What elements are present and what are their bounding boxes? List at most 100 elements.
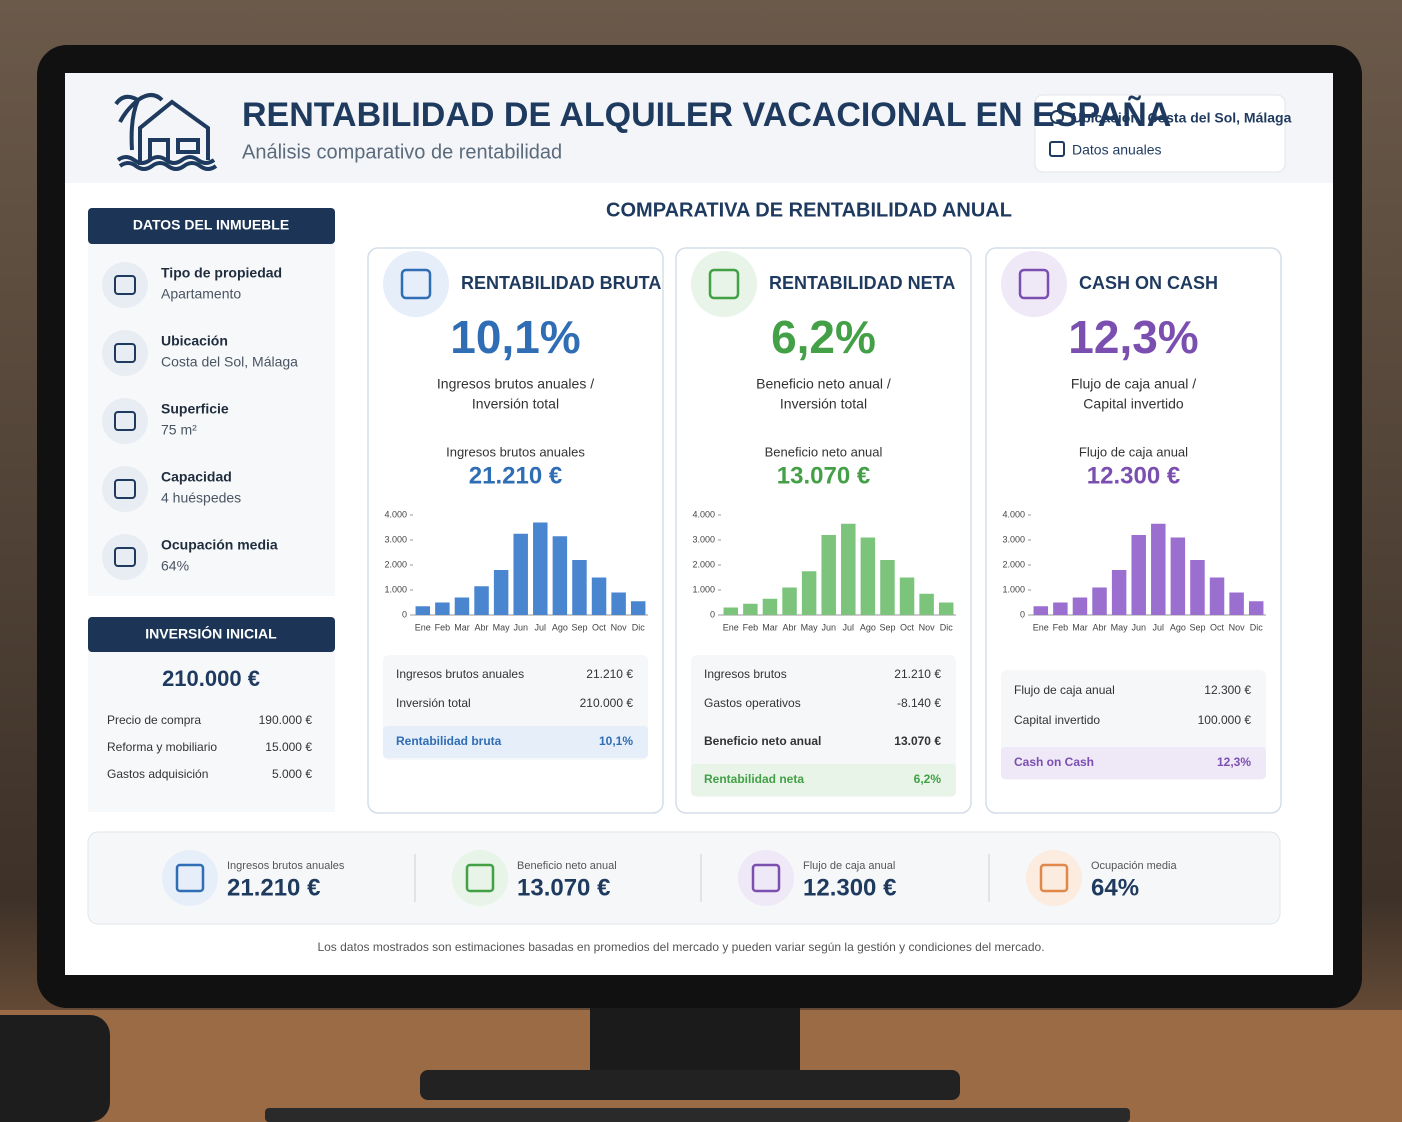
card-value: 10,1% (450, 311, 580, 363)
subtitle: Análisis comparativo de rentabilidad (242, 141, 562, 163)
card-glyph (708, 268, 740, 300)
card-title: RENTABILIDAD BRUTA (461, 273, 661, 293)
investment-label: Gastos adquisición (107, 767, 208, 781)
property-value: Apartamento (161, 286, 241, 302)
bar (880, 560, 895, 615)
card-row-value: 13.070 € (894, 734, 941, 748)
bar (919, 593, 934, 615)
card-table (691, 655, 956, 797)
bar (723, 607, 739, 615)
card-row-label: Flujo de caja anual (1014, 683, 1115, 697)
card-row-label: Gastos operativos (704, 696, 801, 710)
property-icon (102, 330, 148, 376)
property-icon (102, 262, 148, 308)
card-formula: Inversión total (780, 396, 867, 412)
property-label: Superficie (161, 401, 229, 417)
bar (1053, 602, 1068, 615)
bar (552, 536, 568, 615)
investment-header (88, 617, 335, 652)
monitor-neck (590, 1000, 800, 1080)
card-title: CASH ON CASH (1079, 273, 1218, 293)
bar (493, 570, 509, 615)
bar (1151, 523, 1166, 615)
property-glyph (114, 547, 136, 567)
card-row-value: 21.210 € (894, 667, 941, 681)
summary-bar (87, 831, 1281, 925)
y-tick-label: 0 (1020, 609, 1025, 619)
card-row-label: Ingresos brutos (704, 667, 787, 681)
x-tick-label: Jul (843, 622, 855, 632)
investment-value: 5.000 € (272, 767, 312, 781)
summary-icon (738, 850, 794, 906)
bar (1131, 535, 1146, 615)
card-row-value: 100.000 € (1198, 713, 1252, 727)
card-formula: Beneficio neto anual / (756, 376, 891, 392)
y-tick-label: 2.000 (1002, 559, 1025, 569)
x-tick-label: Sep (1189, 622, 1205, 632)
investment-panel (88, 652, 335, 812)
investment-value: 15.000 € (265, 740, 312, 754)
card-glyph (400, 268, 432, 300)
pin-icon (1050, 110, 1064, 124)
card-row-value: 21.210 € (586, 667, 633, 681)
card-row-label: Ingresos brutos anuales (396, 667, 524, 681)
card-formula: Flujo de caja anual / (1071, 376, 1196, 392)
x-tick-label: Oct (1210, 622, 1225, 632)
keyboard (265, 1108, 1130, 1122)
property-label: Tipo de propiedad (161, 265, 282, 281)
card-result-value: 10,1% (599, 734, 633, 748)
bar (591, 577, 607, 615)
property-icon (102, 398, 148, 444)
x-tick-label: May (493, 622, 511, 632)
bar (801, 571, 817, 615)
card-result-bg (691, 764, 956, 796)
y-tick-label: 0 (710, 609, 715, 619)
bar (1229, 592, 1244, 615)
bar (454, 597, 470, 615)
card-formula: Inversión total (472, 396, 559, 412)
y-tick-label: 4.000 (384, 509, 407, 519)
card-result-label: Rentabilidad neta (704, 772, 804, 786)
card-result-label: Cash on Cash (1014, 755, 1094, 769)
bar (1190, 560, 1205, 615)
card-row-value: 210.000 € (580, 696, 634, 710)
period: Datos anuales (1072, 142, 1162, 158)
investment-title: INVERSIÓN INICIAL (145, 625, 277, 642)
x-tick-label: Ago (860, 622, 876, 632)
investment-label: Precio de compra (107, 713, 201, 727)
summary-value: 64% (1091, 874, 1139, 901)
x-tick-label: Ago (552, 622, 568, 632)
summary-glyph (465, 863, 495, 893)
card-title: RENTABILIDAD NETA (769, 273, 955, 293)
summary-label: Ocupación media (1091, 860, 1177, 872)
bar (841, 523, 856, 615)
property-glyph (114, 343, 136, 363)
bar (938, 602, 954, 615)
bar (1111, 570, 1127, 615)
x-tick-label: Nov (919, 622, 936, 632)
card-value: 12,3% (1068, 311, 1198, 363)
bar (899, 577, 915, 615)
card-amount-label: Ingresos brutos anuales (446, 444, 585, 459)
x-tick-label: Ene (1033, 622, 1049, 632)
property-label: Ubicación (161, 333, 228, 349)
card-result-bg (1001, 747, 1266, 779)
x-tick-label: Mar (762, 622, 778, 632)
bar (611, 592, 626, 615)
summary-glyph (1039, 863, 1069, 893)
x-tick-label: Jul (1153, 622, 1165, 632)
card-result-label: Rentabilidad bruta (396, 734, 502, 748)
y-tick-label: 4.000 (1002, 509, 1025, 519)
x-tick-label: Sep (571, 622, 587, 632)
bar (415, 606, 431, 615)
card-row-label: Beneficio neto anual (704, 734, 821, 748)
calendar-icon (1049, 141, 1065, 157)
property-glyph (114, 275, 136, 295)
bar (572, 560, 587, 615)
property-header (88, 208, 335, 244)
summary-label: Ingresos brutos anuales (227, 860, 345, 872)
x-tick-label: Oct (900, 622, 915, 632)
x-tick-label: Jun (1131, 622, 1146, 632)
card-icon (1001, 251, 1067, 317)
x-tick-label: Dic (940, 622, 953, 632)
